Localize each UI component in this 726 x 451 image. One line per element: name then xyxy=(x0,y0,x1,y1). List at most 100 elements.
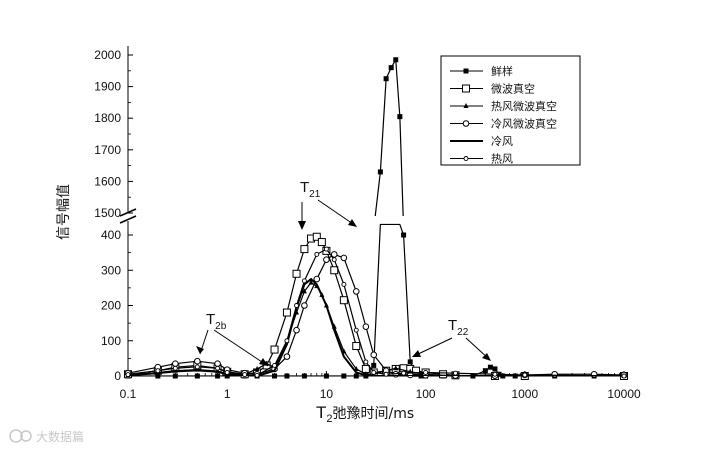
legend-item-5: 冷风 xyxy=(450,135,513,148)
axis-break-mark-2 xyxy=(119,215,137,224)
legend-label: 冷风 xyxy=(491,135,513,148)
series-point xyxy=(270,345,279,354)
series-point xyxy=(551,370,558,378)
series-point xyxy=(339,296,348,305)
series-point xyxy=(393,365,399,371)
annotation-t2b-arrow-2 xyxy=(213,329,269,367)
series-point xyxy=(294,303,299,308)
series-point xyxy=(301,302,308,309)
svg-text:T22: T22 xyxy=(448,317,469,338)
y-tick-label: 1500 xyxy=(94,206,121,220)
series-point xyxy=(340,254,348,262)
series-point xyxy=(352,288,360,295)
annotation-t22: T22 xyxy=(412,317,491,361)
series-point xyxy=(393,57,399,63)
x-axis-title: T2弛豫时间/ms xyxy=(316,403,414,425)
series-point xyxy=(439,370,448,379)
series-point xyxy=(370,351,378,359)
y-ticks: 0 100 200 300 400 1500 1600 1700 1800 1900 2000 xyxy=(94,48,133,383)
series-layer xyxy=(124,57,628,380)
y-tick-label: 1800 xyxy=(94,111,121,125)
x-ticks: 0.1 1 10 100 1000 10000 xyxy=(120,371,641,401)
y-tick-label: 1900 xyxy=(94,80,121,94)
y-tick-label: 1700 xyxy=(94,143,121,157)
series-point xyxy=(463,156,469,161)
series-point xyxy=(388,65,394,71)
series-point xyxy=(462,84,470,93)
watermark: 大数据篇 xyxy=(9,429,84,444)
series-point xyxy=(308,279,314,285)
x-tick-label: 0.1 xyxy=(120,387,137,401)
series-point xyxy=(353,373,359,379)
annotation-t2b: T2b xyxy=(196,311,269,367)
y-tick-label: 0 xyxy=(114,369,121,383)
svg-text:T2b: T2b xyxy=(206,311,227,332)
series-point xyxy=(214,360,221,367)
series-point xyxy=(125,372,131,378)
series-6 xyxy=(125,246,627,379)
series-point xyxy=(314,251,320,257)
series-point xyxy=(194,364,200,370)
series-point xyxy=(492,371,498,377)
y-tick-label: 300 xyxy=(101,263,121,277)
legend-item-3: 热风微波真空 xyxy=(450,99,557,113)
series-point xyxy=(353,327,359,333)
series-point xyxy=(194,373,200,379)
legend-item-1: 鲜样 xyxy=(450,64,513,78)
watermark-text: 大数据篇 xyxy=(36,429,84,444)
series-point xyxy=(284,338,290,344)
series-point xyxy=(224,370,230,375)
y-axis-title: 信号幅值 xyxy=(56,184,72,240)
series-point xyxy=(242,372,248,378)
watermark-logo-icon-2 xyxy=(20,430,32,442)
annotation-t22-arrowhead-1 xyxy=(412,350,421,357)
x-tick-label: 10 xyxy=(320,387,334,401)
annotation-t22-arrow-1 xyxy=(413,337,453,357)
series-point xyxy=(292,269,301,278)
annotation-t22-sub: 22 xyxy=(457,327,469,338)
series-point xyxy=(371,370,377,375)
series-point xyxy=(172,360,179,367)
series-point xyxy=(317,238,326,247)
series-line xyxy=(128,277,624,376)
series-point xyxy=(323,246,329,252)
series-point xyxy=(323,256,330,263)
series-point xyxy=(453,370,458,376)
annotation-t21: T21 xyxy=(298,179,357,230)
series-point xyxy=(312,232,321,241)
series-point xyxy=(463,103,469,108)
series-point xyxy=(383,76,389,82)
series-point xyxy=(363,359,369,365)
annotation-t2b-label: T xyxy=(206,311,215,328)
series-point xyxy=(272,362,277,368)
series-point xyxy=(522,372,528,378)
y-tick-label: 2000 xyxy=(94,48,121,62)
series-point xyxy=(215,373,221,379)
series-point xyxy=(463,68,469,74)
series-point xyxy=(362,323,370,330)
series-point xyxy=(487,364,493,370)
legend-item-6: 热风 xyxy=(450,153,513,166)
x-tick-label: 10000 xyxy=(607,387,641,401)
x-axis-title-rest: 弛豫时间/ms xyxy=(333,406,415,422)
svg-text:T21: T21 xyxy=(300,179,321,200)
x-tick-label: 100 xyxy=(416,387,436,401)
annotation-t21-arrow-2 xyxy=(317,199,357,227)
legend-label: 热风 xyxy=(491,153,513,166)
annotation-t22-arrowhead-2 xyxy=(482,353,491,361)
series-point xyxy=(423,370,429,375)
x-axis-title-sub: 2 xyxy=(326,413,332,425)
series-point xyxy=(254,372,260,378)
series-point xyxy=(401,370,407,376)
legend-item-4: 冷风微波真空 xyxy=(450,117,557,131)
series-point xyxy=(172,365,178,371)
annotation-t21-arrowhead-2 xyxy=(348,219,357,227)
series-point xyxy=(462,120,470,127)
series-point xyxy=(293,326,300,334)
series-point xyxy=(621,373,627,379)
series-point xyxy=(155,368,161,374)
series-point xyxy=(492,366,498,372)
legend-label: 微波真空 xyxy=(491,82,535,96)
series-point xyxy=(331,257,337,263)
